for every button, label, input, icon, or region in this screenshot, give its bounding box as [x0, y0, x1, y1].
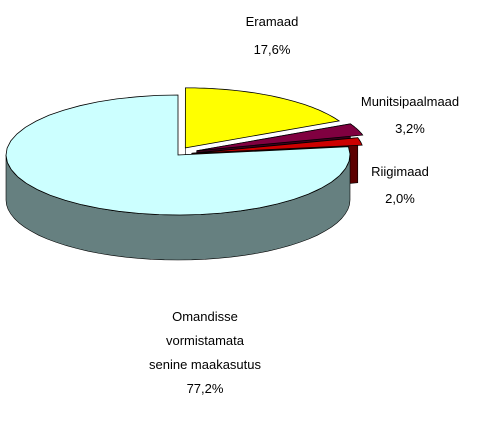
slice-label: Riigimaad	[371, 164, 429, 179]
slice-value-label: 77,2%	[186, 381, 224, 396]
slice	[184, 87, 341, 149]
slice	[5, 94, 351, 216]
slice	[196, 123, 364, 152]
slice-value-label: 3,2%	[395, 121, 425, 136]
slice-value-label: 17,6%	[253, 42, 291, 57]
slice-label: Eramaad	[245, 14, 299, 29]
slice-value-label: 2,0%	[385, 191, 415, 206]
slice	[191, 137, 363, 154]
slice-label: Munitsipaalmaad	[360, 94, 460, 109]
slice-label: Omandisse vormistamata senine maakasutus	[148, 309, 262, 372]
